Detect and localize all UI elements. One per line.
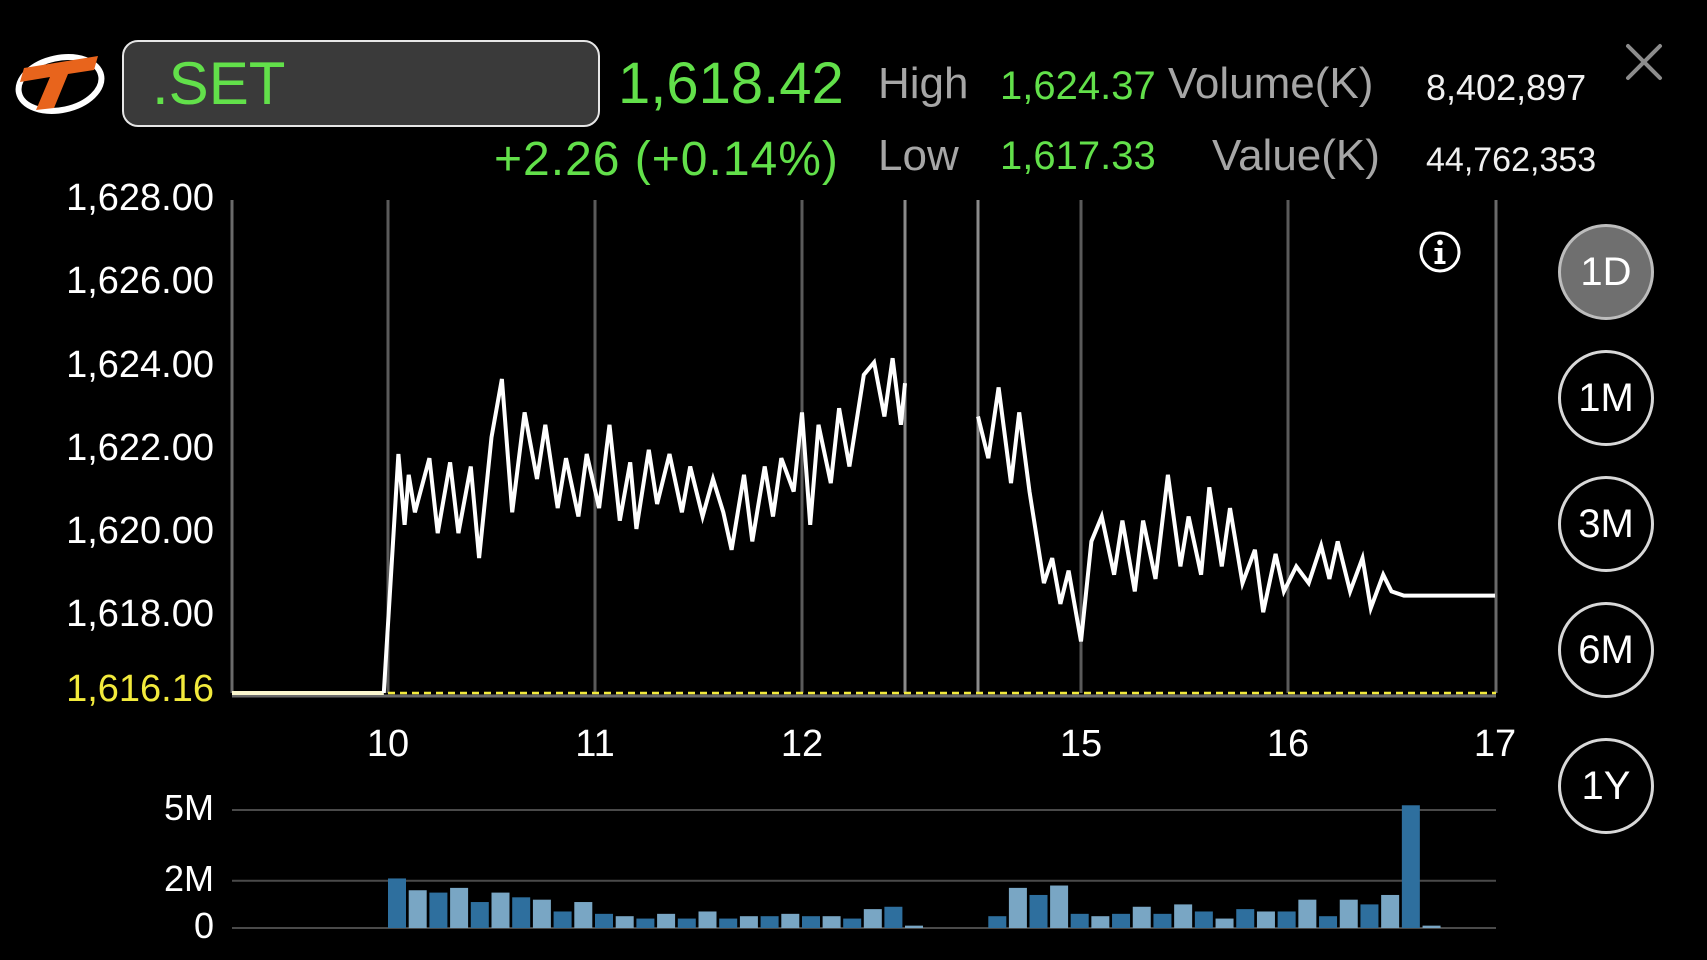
volume-bar <box>1132 906 1151 928</box>
x-tick-label: 17 <box>1473 723 1517 765</box>
high-label: High <box>878 59 969 108</box>
x-tick-label: 15 <box>1059 723 1103 765</box>
volume-bar <box>1339 899 1358 928</box>
volume-bar <box>1029 894 1048 928</box>
volume-bar <box>1153 913 1172 928</box>
volume-bar <box>1401 805 1420 928</box>
volume-value: 8,402,897 <box>1426 67 1587 108</box>
y-tick-label: 1,626.00 <box>66 260 214 303</box>
volume-bar <box>739 916 758 928</box>
volume-bar <box>512 897 531 928</box>
volume-bar <box>615 916 634 928</box>
volume-bar <box>905 925 923 928</box>
volume-bar <box>802 916 820 928</box>
volume-bar <box>1277 911 1296 928</box>
volume-chart <box>232 805 1496 929</box>
volume-bar <box>1050 885 1069 928</box>
y-tick-label: 1,628.00 <box>66 177 214 219</box>
last-price: 1,618.42 <box>618 51 844 116</box>
volume-bar <box>657 913 676 928</box>
volume-bar <box>553 911 572 928</box>
info-icon[interactable] <box>1418 230 1462 274</box>
volume-y-tick-label: 0 <box>193 905 214 946</box>
volume-bar <box>1298 899 1317 928</box>
volume-label: Volume(K) <box>1168 59 1374 108</box>
price-chart <box>230 200 1498 698</box>
period-button-1d[interactable]: 1D <box>1558 224 1654 320</box>
volume-bar <box>1256 911 1275 928</box>
brand-logo-icon <box>15 54 105 114</box>
volume-bar <box>1008 887 1027 928</box>
volume-bar <box>698 911 717 928</box>
volume-bar <box>491 892 510 928</box>
period-button-1y[interactable]: 1Y <box>1558 738 1654 834</box>
volume-bar <box>1381 894 1400 928</box>
volume-bar <box>388 878 406 928</box>
low-label: Low <box>878 131 959 180</box>
period-button-3m[interactable]: 3M <box>1558 476 1654 572</box>
symbol-text: .SET <box>152 50 286 117</box>
volume-bar <box>574 902 593 928</box>
morning-price-line <box>381 357 907 694</box>
symbol-search-input[interactable]: .SET <box>122 40 600 127</box>
volume-bar <box>532 899 551 928</box>
volume-y-tick-label: 2M <box>163 857 214 899</box>
volume-y-tick-label: 5M <box>163 787 214 828</box>
period-button-1m[interactable]: 1M <box>1558 350 1654 446</box>
y-tick-label: 1,622.00 <box>66 426 214 469</box>
volume-bar <box>450 887 469 928</box>
volume-bar <box>677 918 696 928</box>
volume-bar <box>1236 909 1255 928</box>
volume-bar <box>1319 916 1338 928</box>
close-icon[interactable] <box>1620 38 1668 86</box>
volume-bar <box>1174 904 1193 928</box>
volume-bar <box>636 918 655 928</box>
volume-bar <box>595 913 613 928</box>
previous-close-label: 1,616.16 <box>66 668 214 710</box>
volume-bar <box>863 909 882 928</box>
volume-bar <box>408 890 427 928</box>
y-tick-label: 1,618.00 <box>66 593 214 636</box>
volume-bar <box>1070 913 1089 928</box>
volume-bar <box>988 916 1007 928</box>
x-tick-label: 12 <box>780 723 824 765</box>
volume-bar <box>843 918 862 928</box>
volume-bar <box>470 902 489 928</box>
volume-bar <box>1112 913 1131 928</box>
volume-bar <box>1194 911 1213 928</box>
volume-bar <box>719 918 738 928</box>
price-change: +2.26 (+0.14%) <box>494 133 839 186</box>
volume-bar <box>760 916 779 928</box>
volume-bar <box>1422 925 1441 928</box>
volume-bar <box>1360 904 1379 928</box>
volume-bar <box>781 913 800 928</box>
volume-bar <box>884 906 903 928</box>
afternoon-price-line <box>976 387 1495 642</box>
low-value: 1,617.33 <box>1000 134 1156 178</box>
value-value: 44,762,353 <box>1426 141 1597 179</box>
x-tick-label: 16 <box>1266 723 1310 765</box>
volume-bar <box>822 916 841 928</box>
volume-bar <box>1091 916 1110 928</box>
x-tick-label: 11 <box>575 723 615 765</box>
volume-bar <box>429 892 448 928</box>
y-tick-label: 1,624.00 <box>66 343 214 386</box>
high-value: 1,624.37 <box>1000 64 1156 108</box>
volume-bar <box>1215 918 1234 928</box>
y-tick-label: 1,620.00 <box>66 510 214 553</box>
value-label: Value(K) <box>1212 131 1380 180</box>
x-tick-label: 10 <box>366 723 410 765</box>
period-button-6m[interactable]: 6M <box>1558 602 1654 698</box>
